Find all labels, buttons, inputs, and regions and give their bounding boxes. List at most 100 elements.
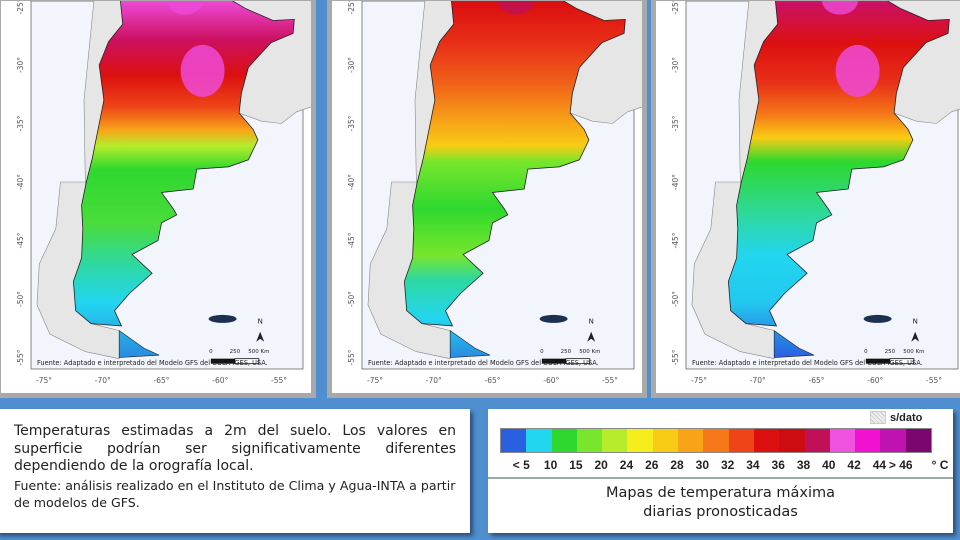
north-label: N [589,318,594,326]
legend-swatch [880,429,906,452]
legend-unit: ° C [931,458,949,472]
longitude-label: -60° [867,376,883,385]
legend-label: 34 [746,458,760,472]
legend-swatch [501,429,527,452]
latitude-label: -30° [347,57,356,73]
legend-title: Mapas de temperatura máxima diarias pron… [488,484,953,522]
map-svg: N 0 250 500 Km Fuente: Adaptado e interpreta… [347,1,642,385]
scale-label: 500 Km [579,349,600,355]
latitude-label: -25° [347,1,356,15]
scale-bar [234,358,260,365]
longitude-label: -65° [154,376,170,385]
longitude-label: -55° [926,376,942,385]
scale-label: 0 [209,349,213,355]
latitude-label: -55° [671,349,680,365]
color-bar [500,428,932,453]
legend-title-line-2: diarias pronosticadas [643,504,798,520]
legend-swatch [627,429,653,452]
source-text: Fuente: análisis realizado en el Institu… [14,477,456,510]
latitude-label: -55° [16,349,25,365]
longitude-label: -75° [36,376,52,385]
legend-swatch [905,429,932,452]
longitude-label: -70° [95,376,111,385]
scale-label: 0 [540,349,544,355]
longitude-label: -75° [367,376,383,385]
legend-label: 36 [771,458,785,472]
latitude-label: -45° [671,232,680,248]
hot-spot-area [180,44,225,97]
legend-label: 28 [670,458,684,472]
scale-label: 250 [230,349,241,355]
description-box: Temperaturas estimadas a 2m del suelo. L… [0,409,470,533]
legend-label: 32 [720,458,735,472]
legend-scale: s/dato < 5 10 15 20 24 26 28 30 32 34 36 38 40 42 44 > … [488,409,953,479]
legend-labels: < 5 10 15 20 24 26 28 30 32 34 36 38 40 42 44 > 46 ° C [488,458,953,474]
no-data-label: s/dato [890,411,923,424]
latitude-label: -35° [347,115,356,131]
latitude-label: -35° [16,115,25,131]
scale-bar [865,358,890,364]
no-data-swatch-icon [870,411,886,424]
latitude-label: -50° [16,291,25,307]
legend-swatch [576,429,603,452]
falkland-islands [539,314,568,323]
no-data-key: s/dato [870,411,922,424]
latitude-label: -30° [671,57,680,73]
north-arrow-icon [911,331,920,342]
legend-swatch [728,429,754,452]
map-source-note: Fuente: Adaptado e interpretado del Mode… [368,359,599,367]
argentina-temperature-field [403,1,626,327]
longitude-label: -65° [485,376,501,385]
legend-label: < 5 [512,458,530,472]
tierra-del-fuego [118,330,160,358]
hot-spot-area [167,1,203,15]
legend-title-line-1: Mapas de temperatura máxima [605,485,836,501]
forecast-map-day-3: N 0 250 500 Km Fuente: Adaptado e interpreta… [651,0,960,398]
legend-label: 38 [796,458,811,472]
map-source-note: Fuente: Adaptado e interpretado del Mode… [37,359,268,367]
legend-label: 30 [695,458,710,472]
latitude-label: -40° [671,174,680,190]
latitude-label: -35° [671,115,680,131]
scale-label: 0 [864,349,868,355]
north-label: N [258,318,263,326]
latitude-label: -40° [347,174,356,190]
legend-swatch [753,429,780,452]
legend-label: 44 [872,458,887,472]
forecast-map-day-1: N 0 250 500 Km Fuente: Adaptado e interpreta… [0,0,316,398]
latitude-label: -25° [16,1,25,15]
legend-label: 20 [594,458,608,472]
falkland-islands [863,314,892,323]
latitude-label: -25° [671,1,680,15]
hot-spot-area [835,44,880,97]
hot-spot-area [498,1,534,15]
longitude-label: -60° [543,376,559,385]
legend-swatch [855,429,881,452]
scale-bar [210,358,235,364]
north-arrow-icon [256,331,265,342]
longitude-label: -70° [426,376,442,385]
longitude-label: -55° [271,376,287,385]
argentina-temperature-field [727,1,950,327]
latitude-label: -40° [16,174,25,190]
latitude-label: -55° [347,349,356,365]
hot-spot-area [822,1,858,15]
latitude-label: -30° [16,57,25,73]
legend-label: 40 [822,458,836,472]
north-arrow-icon [587,331,596,342]
legend-label: 10 [543,458,558,472]
longitude-label: -60° [212,376,228,385]
legend-swatch [779,429,805,452]
scale-bar [565,358,591,365]
temperature-legend: s/dato < 5 10 15 20 24 26 28 30 32 34 36 38 40 42 44 > … [488,409,953,533]
forecast-map-day-2: N 0 250 500 Km Fuente: Adaptado e interpreta… [327,0,647,398]
scale-label: 250 [561,349,572,355]
longitude-label: -75° [691,376,707,385]
latitude-label: -45° [16,232,25,248]
description-text: Temperaturas estimadas a 2m del suelo. L… [14,423,456,474]
legend-label: 15 [569,458,583,472]
legend-swatch [551,429,577,452]
longitude-label: -55° [602,376,618,385]
falkland-islands [208,314,237,323]
tierra-del-fuego [449,330,491,358]
